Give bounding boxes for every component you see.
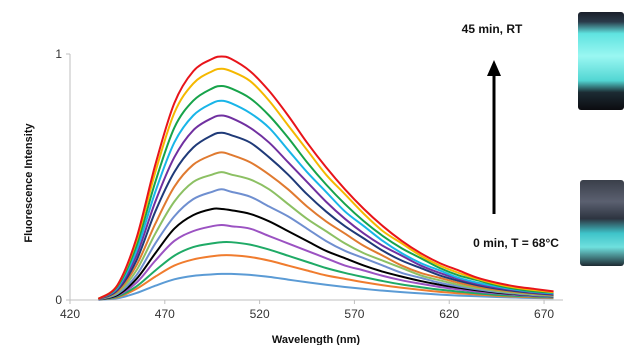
arrow — [487, 60, 501, 214]
axes — [66, 53, 563, 304]
series-line-2 — [97, 67, 554, 300]
vial-photo-dim — [580, 180, 624, 266]
series-line-4 — [97, 99, 554, 300]
series-line-7 — [98, 151, 554, 300]
y-axis-title: Fluorescence Intensity — [23, 123, 35, 243]
x-tick-label: 420 — [60, 307, 80, 321]
y-tick-label: 1 — [55, 47, 62, 61]
vial-photo-bright — [578, 12, 624, 110]
series-line-12 — [98, 240, 554, 301]
series-line-8 — [98, 171, 554, 300]
annotation-bottom: 0 min, T = 68°C — [473, 236, 559, 250]
series-line-1 — [97, 55, 554, 300]
y-tick-label: 0 — [55, 293, 62, 307]
arrow-head — [487, 60, 501, 76]
series-line-6 — [98, 131, 554, 300]
series-lines — [97, 55, 554, 301]
annotation-top: 45 min, RT — [462, 22, 523, 36]
series-line-13 — [98, 254, 554, 301]
series-line-5 — [97, 114, 554, 300]
series-line-9 — [98, 188, 554, 301]
x-tick-label: 570 — [344, 307, 364, 321]
x-tick-label: 670 — [534, 307, 554, 321]
x-tick-label: 520 — [250, 307, 270, 321]
tick-labels: 420 470 520 570 620 670 0 1 — [55, 47, 554, 321]
series-line-11 — [98, 223, 554, 301]
x-axis-title: Wavelength (nm) — [272, 334, 361, 345]
x-tick-label: 620 — [439, 307, 459, 321]
series-line-3 — [97, 84, 554, 300]
series-line-14 — [98, 272, 554, 301]
x-tick-label: 470 — [155, 307, 175, 321]
